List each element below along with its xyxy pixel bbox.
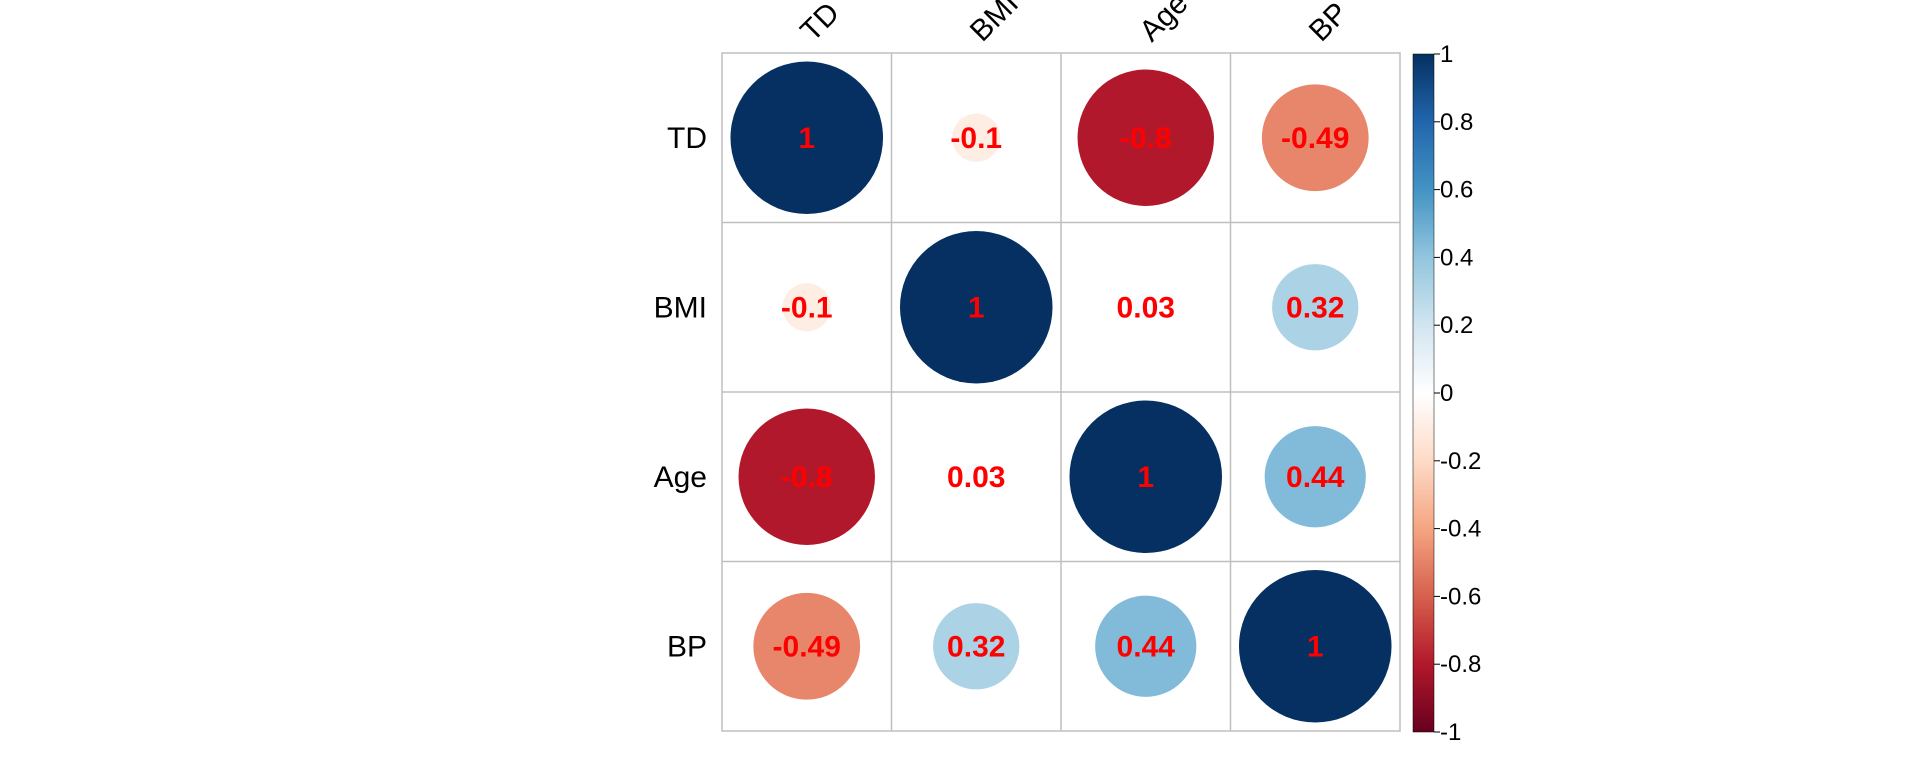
corr-circle-bp-td bbox=[753, 592, 861, 700]
row-labels: TD BMI Age BP bbox=[654, 122, 707, 664]
legend-tick-label: 0 bbox=[1440, 380, 1453, 407]
matrix-border bbox=[721, 52, 1401, 732]
corr-circle-age-bmi bbox=[963, 463, 990, 490]
corr-circle-bp-bp bbox=[1238, 569, 1392, 723]
column-label-td: TD bbox=[794, 0, 846, 48]
legend-tick-label: -0.4 bbox=[1440, 516, 1481, 543]
corr-circle-bmi-bmi bbox=[899, 230, 1053, 384]
corr-value-bp-bmi: 0.32 bbox=[947, 630, 1005, 663]
corr-value-bp-age: 0.44 bbox=[1117, 630, 1176, 663]
corr-value-td-td: 1 bbox=[798, 122, 815, 155]
corr-value-age-bp: 0.44 bbox=[1286, 461, 1345, 494]
corr-circle-bp-age bbox=[1095, 595, 1197, 697]
corr-value-age-age: 1 bbox=[1137, 461, 1154, 494]
corr-circle-bmi-td bbox=[782, 283, 831, 332]
corr-circle-bmi-age bbox=[1132, 294, 1159, 321]
corr-value-bmi-bp: 0.32 bbox=[1286, 291, 1344, 324]
corr-value-td-age: -0.8 bbox=[1120, 122, 1172, 155]
corr-circle-age-bp bbox=[1264, 426, 1366, 528]
corr-value-bmi-bmi: 1 bbox=[968, 291, 985, 324]
column-label-bmi: BMI bbox=[964, 0, 1025, 48]
corr-circle-td-bp bbox=[1261, 84, 1369, 192]
legend-tick-label: -0.8 bbox=[1440, 651, 1481, 678]
corr-value-td-bp: -0.49 bbox=[1281, 122, 1349, 155]
legend-tick-label: 0.2 bbox=[1440, 312, 1473, 339]
legend-tick-label: -1 bbox=[1440, 719, 1461, 746]
corr-circle-age-age bbox=[1069, 400, 1223, 554]
matrix-grid bbox=[721, 52, 1401, 732]
column-label-age: Age bbox=[1133, 0, 1194, 48]
legend-tick-label: 0.8 bbox=[1440, 109, 1473, 136]
row-label-td: TD bbox=[667, 122, 707, 155]
legend-tick-label: 1 bbox=[1440, 41, 1453, 68]
corr-value-bmi-td: -0.1 bbox=[781, 291, 833, 324]
coefficient-labels: 1 -0.1 -0.8 -0.49 -0.1 1 0.03 0.32 -0.8 0.03 1 0.44… bbox=[773, 122, 1350, 664]
corr-value-age-td: -0.8 bbox=[781, 461, 833, 494]
column-label-bp: BP bbox=[1303, 0, 1355, 48]
corr-value-age-bmi: 0.03 bbox=[947, 461, 1005, 494]
legend-tick-label: -0.6 bbox=[1440, 583, 1481, 610]
correlation-circles bbox=[730, 61, 1392, 723]
legend-color-bar bbox=[1412, 53, 1435, 733]
row-label-age: Age bbox=[654, 461, 707, 494]
corr-circle-bp-bmi bbox=[933, 603, 1020, 690]
row-label-bmi: BMI bbox=[654, 291, 707, 324]
legend-tick-label: 0.6 bbox=[1440, 177, 1473, 204]
column-labels: TD BMI Age BP bbox=[794, 0, 1354, 48]
corr-value-bmi-age: 0.03 bbox=[1117, 291, 1175, 324]
legend-tick-label: -0.2 bbox=[1440, 448, 1481, 475]
corr-circle-age-td bbox=[738, 408, 875, 545]
corr-circle-td-td bbox=[730, 61, 884, 215]
row-label-bp: BP bbox=[667, 630, 707, 663]
corr-value-bp-bp: 1 bbox=[1307, 630, 1324, 663]
corr-circle-td-bmi bbox=[952, 113, 1001, 162]
corr-circle-bmi-bp bbox=[1272, 264, 1359, 351]
corr-value-bp-td: -0.49 bbox=[773, 630, 841, 663]
corr-circle-td-age bbox=[1077, 69, 1214, 206]
legend-tick-label: 0.4 bbox=[1440, 244, 1473, 271]
color-legend: 1 0.8 0.6 0.4 0.2 0 -0.2 -0.4 -0.6 -0.8 -1 bbox=[1412, 41, 1481, 746]
corr-value-td-bmi: -0.1 bbox=[950, 122, 1002, 155]
